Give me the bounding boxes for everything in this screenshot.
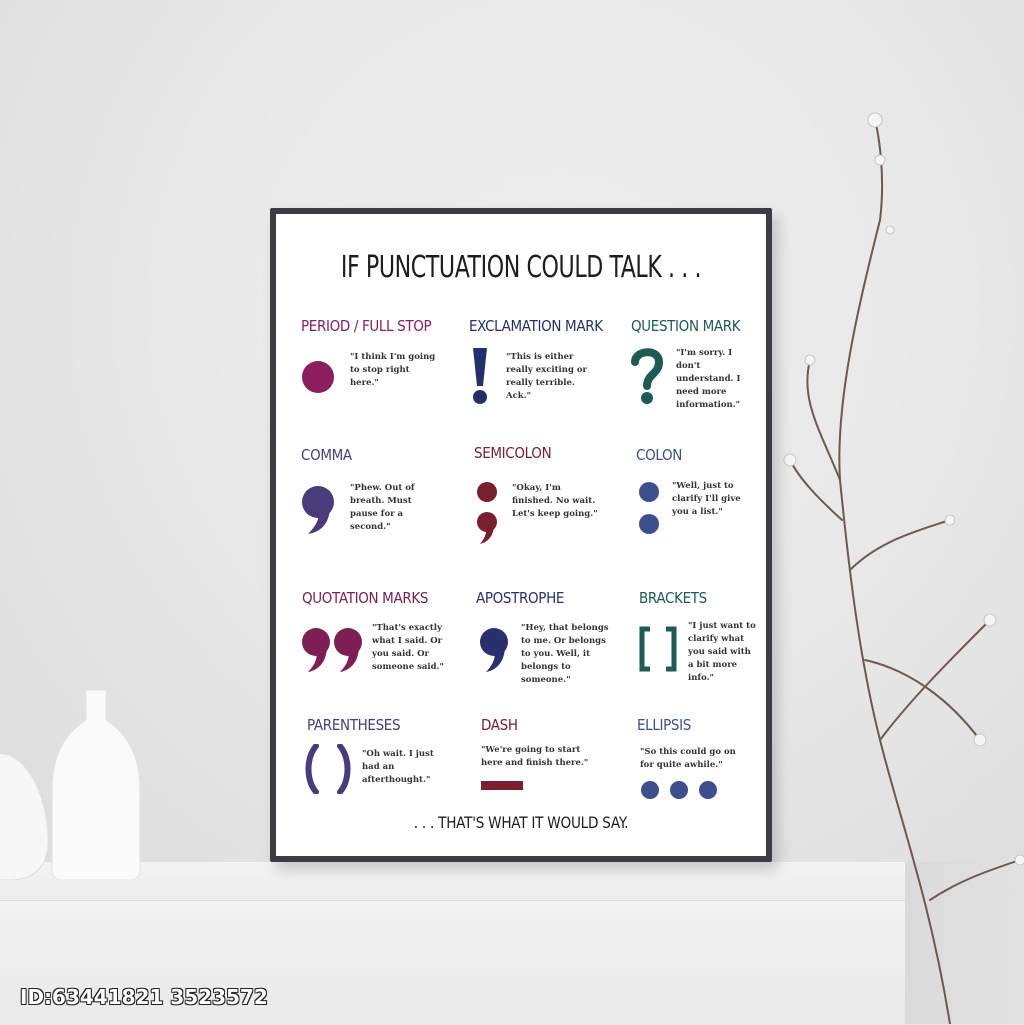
quote: "I just want to clarify what you said wi…: [688, 621, 756, 683]
vase-bottle: [51, 690, 141, 880]
cell-title: BRACKETS: [639, 589, 707, 607]
cell-brackets: BRACKETS: [639, 589, 789, 607]
quote: "That's exactly what I said. Or you said…: [372, 623, 444, 672]
quote: "Hey, that belongs to me. Or belongs to …: [521, 623, 609, 685]
cell-comma: COMMA: [301, 446, 451, 464]
quote: "So this could go on for quite awhile.": [640, 747, 736, 770]
cell-title: PERIOD / FULL STOP: [301, 317, 432, 335]
quotation-marks-icon: [302, 628, 362, 672]
quote: "I'm sorry. I don't understand. I need m…: [676, 348, 741, 410]
cell-title: EXCLAMATION MARK: [469, 317, 603, 335]
cell-ellipsis: ELLIPSIS: [637, 716, 787, 734]
quote: "We're going to start here and finish th…: [481, 745, 589, 768]
shelf-shadow: [905, 862, 1024, 1024]
poster-title: IF PUNCTUATION COULD TALK . . .: [340, 250, 702, 285]
colon-icon: [639, 482, 659, 534]
cell-title: PARENTHESES: [307, 716, 401, 734]
comma-icon: [302, 486, 334, 534]
quote: "Well, just to clarify I'll give you a l…: [672, 481, 741, 517]
cell-question: QUESTION MARK: [631, 317, 781, 335]
quote: "Okay, I'm finished. No wait. Let's keep…: [512, 483, 598, 519]
cell-parentheses: PARENTHESES: [307, 716, 457, 734]
cell-title: COLON: [636, 446, 683, 464]
cell-title: APOSTROPHE: [476, 589, 565, 607]
cell-dash: DASH: [481, 716, 631, 734]
brackets-icon: [639, 626, 677, 672]
poster-footer: . . . THAT'S WHAT IT WOULD SAY.: [413, 813, 629, 832]
cell-period: PERIOD / FULL STOP: [301, 317, 451, 335]
dash-icon: [481, 781, 523, 790]
cell-quotation: QUOTATION MARKS: [302, 589, 452, 607]
quote: "Oh wait. I just had an afterthought.": [362, 749, 434, 785]
poster: IF PUNCTUATION COULD TALK . . . PERIOD /…: [276, 214, 766, 856]
branch-decoration: [783, 112, 1024, 1024]
cell-title: QUOTATION MARKS: [302, 589, 429, 607]
cell-semicolon: SEMICOLON: [474, 444, 624, 462]
cell-title: DASH: [481, 716, 518, 734]
cell-title: SEMICOLON: [474, 444, 552, 462]
cell-title: ELLIPSIS: [637, 716, 691, 734]
quote: "Phew. Out of breath. Must pause for a s…: [350, 483, 415, 532]
cell-colon: COLON: [636, 446, 786, 464]
vase-small: [0, 753, 49, 880]
question-icon: [631, 348, 663, 404]
quote: "This is either really exciting or reall…: [506, 352, 588, 401]
cell-title: COMMA: [301, 446, 352, 464]
watermark: ID:63441821 3523572: [20, 985, 268, 1009]
shelf-front: [0, 900, 905, 1025]
cell-apostrophe: APOSTROPHE: [476, 589, 626, 607]
exclamation-icon: [473, 348, 487, 404]
cell-exclamation: EXCLAMATION MARK: [469, 317, 619, 335]
quote: "I think I'm going to stop right here.": [350, 352, 436, 388]
semicolon-icon: [477, 482, 497, 544]
parentheses-icon: [305, 744, 351, 794]
ellipsis-icon: [641, 781, 717, 799]
period-icon: [302, 361, 334, 393]
apostrophe-icon: [480, 628, 508, 672]
shelf: [0, 862, 905, 902]
cell-title: QUESTION MARK: [631, 317, 741, 335]
